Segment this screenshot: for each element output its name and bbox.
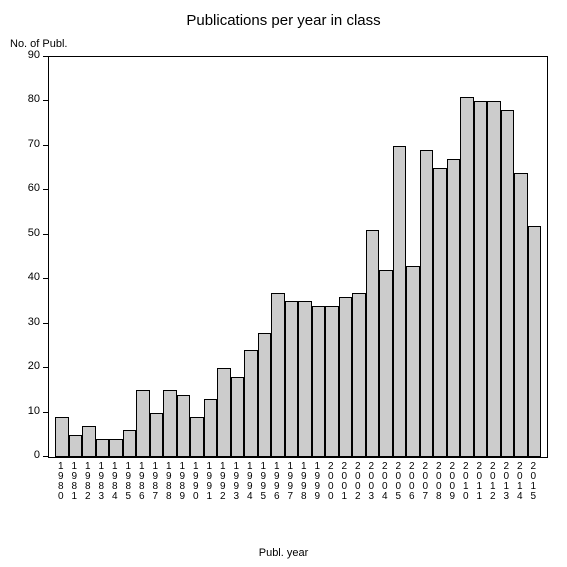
bar (217, 368, 231, 457)
bar (460, 97, 474, 457)
ytick-label: 50 (18, 227, 40, 239)
xtick-label: 1 9 8 8 (162, 462, 176, 502)
ytick-label: 60 (18, 182, 40, 194)
bar (96, 439, 110, 457)
xtick-label: 1 9 9 8 (297, 462, 311, 502)
xtick-label: 1 9 9 4 (243, 462, 257, 502)
xtick-label: 1 9 8 9 (176, 462, 190, 502)
xtick-label: 1 9 9 0 (189, 462, 203, 502)
xtick-label: 2 0 1 1 (473, 462, 487, 502)
bar (325, 306, 339, 457)
xtick-label: 2 0 1 5 (527, 462, 541, 502)
ytick-mark (43, 100, 48, 101)
bar (501, 110, 515, 457)
bar (204, 399, 218, 457)
xtick-label: 2 0 1 4 (513, 462, 527, 502)
xtick-label: 2 0 0 6 (405, 462, 419, 502)
xtick-label: 2 0 0 8 (432, 462, 446, 502)
xtick-label: 1 9 8 3 (95, 462, 109, 502)
ytick-mark (43, 145, 48, 146)
bar (271, 293, 285, 457)
bar (258, 333, 272, 457)
ytick-mark (43, 367, 48, 368)
xtick-label: 2 0 0 1 (338, 462, 352, 502)
ytick-mark (43, 234, 48, 235)
ytick-label: 70 (18, 138, 40, 150)
bar (447, 159, 461, 457)
ytick-label: 10 (18, 405, 40, 417)
ytick-mark (43, 56, 48, 57)
bar (244, 350, 258, 457)
xtick-label: 1 9 9 3 (230, 462, 244, 502)
ytick-label: 30 (18, 316, 40, 328)
xtick-label: 2 0 0 4 (378, 462, 392, 502)
bar (163, 390, 177, 457)
bar (55, 417, 69, 457)
xtick-label: 2 0 0 9 (446, 462, 460, 502)
bar (177, 395, 191, 457)
bar (109, 439, 123, 457)
ytick-mark (43, 412, 48, 413)
bar (514, 173, 528, 457)
xtick-label: 2 0 0 3 (365, 462, 379, 502)
xtick-label: 2 0 1 3 (500, 462, 514, 502)
bar (231, 377, 245, 457)
xtick-label: 1 9 9 5 (257, 462, 271, 502)
bar (82, 426, 96, 457)
ytick-mark (43, 456, 48, 457)
xtick-label: 1 9 8 6 (135, 462, 149, 502)
bar (474, 101, 488, 457)
bar (123, 430, 137, 457)
ytick-mark (43, 189, 48, 190)
bar (379, 270, 393, 457)
xtick-label: 1 9 9 6 (270, 462, 284, 502)
ytick-mark (43, 278, 48, 279)
bar (433, 168, 447, 457)
bar (406, 266, 420, 457)
bar (312, 306, 326, 457)
bar (136, 390, 150, 457)
chart-title: Publications per year in class (0, 12, 567, 29)
bar (352, 293, 366, 457)
bar (393, 146, 407, 457)
xtick-label: 1 9 9 9 (311, 462, 325, 502)
bar (487, 101, 501, 457)
xtick-label: 1 9 8 5 (122, 462, 136, 502)
xtick-label: 1 9 8 7 (149, 462, 163, 502)
xtick-label: 1 9 9 7 (284, 462, 298, 502)
xtick-label: 2 0 0 2 (351, 462, 365, 502)
xtick-label: 1 9 8 2 (81, 462, 95, 502)
ytick-label: 90 (18, 49, 40, 61)
xtick-label: 2 0 0 0 (324, 462, 338, 502)
bar (69, 435, 83, 457)
ytick-label: 0 (18, 449, 40, 461)
ytick-label: 40 (18, 271, 40, 283)
plot-area (48, 56, 548, 458)
xtick-label: 2 0 0 7 (419, 462, 433, 502)
ytick-mark (43, 323, 48, 324)
bar (190, 417, 204, 457)
xtick-label: 2 0 1 2 (486, 462, 500, 502)
xtick-label: 2 0 0 5 (392, 462, 406, 502)
bar (339, 297, 353, 457)
ytick-label: 20 (18, 360, 40, 372)
xtick-label: 1 9 8 1 (68, 462, 82, 502)
bar (285, 301, 299, 457)
bar (528, 226, 542, 457)
x-axis-label: Publ. year (0, 547, 567, 559)
xtick-label: 1 9 9 1 (203, 462, 217, 502)
chart-container: Publications per year in class No. of Pu… (0, 0, 567, 567)
xtick-label: 2 0 1 0 (459, 462, 473, 502)
bar (366, 230, 380, 457)
ytick-label: 80 (18, 93, 40, 105)
bar (420, 150, 434, 457)
bar (150, 413, 164, 457)
bar (298, 301, 312, 457)
xtick-label: 1 9 8 4 (108, 462, 122, 502)
xtick-label: 1 9 8 0 (54, 462, 68, 502)
xtick-label: 1 9 9 2 (216, 462, 230, 502)
